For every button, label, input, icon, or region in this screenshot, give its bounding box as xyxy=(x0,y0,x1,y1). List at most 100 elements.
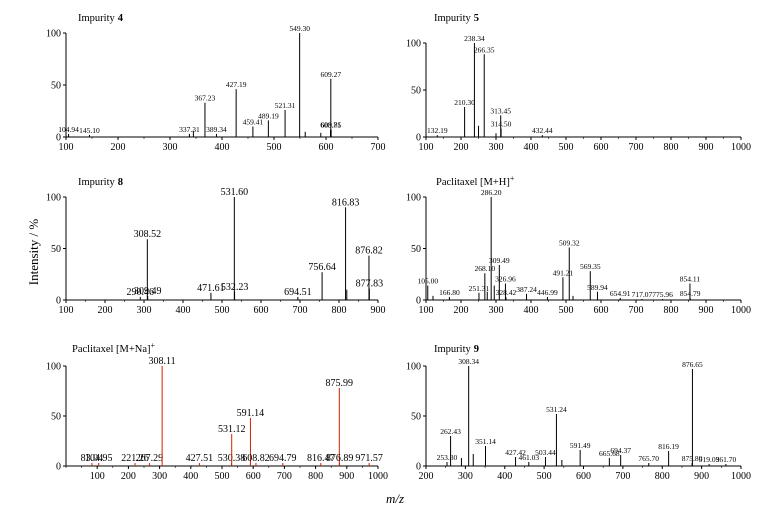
x-tick-label: 500 xyxy=(215,471,230,482)
x-tick-label: 900 xyxy=(339,471,354,482)
peak-label: 308.11 xyxy=(149,356,176,367)
y-tick-label: 0 xyxy=(56,296,61,307)
x-tick-label: 100 xyxy=(59,305,74,316)
peak-label: 694.37 xyxy=(610,446,631,455)
x-tick-label: 300 xyxy=(137,305,152,316)
peak-label: 569.35 xyxy=(580,262,601,271)
peak-label: 262.43 xyxy=(440,427,461,436)
peak-label: 309.49 xyxy=(489,256,510,265)
y-tick-label: 50 xyxy=(51,81,61,92)
x-tick-label: 200 xyxy=(454,305,469,316)
peak-label: 105.00 xyxy=(417,277,438,286)
peak-label: 971.57 xyxy=(355,453,383,464)
peak-label: 775.96 xyxy=(652,290,673,299)
panel-title-tag: + xyxy=(510,174,515,183)
peak-label: 531.60 xyxy=(221,187,249,198)
x-tick-label: 700 xyxy=(629,142,644,153)
peak-label: 919.03 xyxy=(699,455,720,464)
x-tick-label: 900 xyxy=(371,305,386,316)
peak-label: 309.49 xyxy=(134,286,162,297)
peak-label: 816.47 xyxy=(307,453,335,464)
panel-title-name: Paclitaxel [M+H] xyxy=(436,177,510,188)
panel-title: Impurity 5 xyxy=(434,13,479,24)
x-tick-label: 400 xyxy=(176,305,191,316)
x-tick-label: 300 xyxy=(458,471,473,482)
peak-label: 427.51 xyxy=(186,453,214,464)
panel-title-tag: + xyxy=(151,341,156,350)
peak-label: 104.94 xyxy=(58,125,79,134)
y-tick-label: 50 xyxy=(411,86,421,97)
x-tick-label: 600 xyxy=(246,471,261,482)
x-tick-label: 800 xyxy=(308,471,323,482)
panel-title-name: Impurity xyxy=(434,13,471,24)
peak-label: 608.82 xyxy=(242,453,270,464)
peak-label: 427.42 xyxy=(505,448,526,457)
peak-label: 491.21 xyxy=(553,268,574,277)
peak-label: 654.91 xyxy=(610,289,631,298)
peak-label: 471.61 xyxy=(197,283,225,294)
x-tick-label: 200 xyxy=(111,142,126,153)
panel-title: Impurity 8 xyxy=(78,177,123,188)
peak-label: 756.64 xyxy=(308,262,336,273)
x-tick-label: 500 xyxy=(215,305,230,316)
peak-label: 961.70 xyxy=(716,455,737,464)
peak-label: 326.96 xyxy=(495,275,516,284)
x-tick-label: 800 xyxy=(332,305,347,316)
y-tick-label: 50 xyxy=(411,244,421,255)
peak-label: 337.31 xyxy=(179,125,200,134)
x-tick-label: 300 xyxy=(163,142,178,153)
y-tick-label: 0 xyxy=(416,133,421,144)
peak-label: 286.20 xyxy=(481,188,502,197)
peak-label: 308.52 xyxy=(134,229,162,240)
x-tick-label: 200 xyxy=(98,305,113,316)
peak-label: 427.19 xyxy=(226,80,247,89)
peak-label: 210.30 xyxy=(454,98,475,107)
peak-label: 253.30 xyxy=(437,453,458,462)
peak-label: 132.19 xyxy=(427,126,448,135)
x-tick-label: 1000 xyxy=(731,305,751,316)
peak-label: 503.44 xyxy=(535,448,556,457)
x-tick-label: 200 xyxy=(121,471,136,482)
peak-label: 694.79 xyxy=(269,453,297,464)
peak-label: 432.44 xyxy=(532,126,553,135)
peak-label: 145.10 xyxy=(79,126,100,135)
peak-label: 104.95 xyxy=(85,453,113,464)
x-tick-label: 600 xyxy=(594,305,609,316)
x-axis-title: m/z xyxy=(386,491,404,506)
x-tick-label: 900 xyxy=(694,471,709,482)
panel-title: Impurity 9 xyxy=(434,344,479,355)
peak-label: 875.99 xyxy=(326,378,354,389)
panel-title-tag: 9 xyxy=(474,344,479,355)
peak-label: 387.24 xyxy=(516,285,537,294)
peak-label: 459.41 xyxy=(243,118,264,127)
spectrum-panel: Impurity 9 200 300 400 500 600 700 800 900 1000 0 50… xyxy=(406,344,751,482)
peak-label: 389.34 xyxy=(206,125,227,134)
y-tick-label: 100 xyxy=(406,39,421,50)
peak-label: 238.34 xyxy=(464,34,485,43)
x-tick-label: 1000 xyxy=(731,471,751,482)
x-tick-label: 100 xyxy=(90,471,105,482)
x-tick-label: 400 xyxy=(183,471,198,482)
y-tick-label: 50 xyxy=(411,412,421,423)
x-tick-label: 800 xyxy=(655,471,670,482)
x-tick-label: 700 xyxy=(293,305,308,316)
panel-title-name: Impurity xyxy=(434,344,471,355)
peak-label: 591.14 xyxy=(237,408,265,419)
peak-label: 314.50 xyxy=(491,120,512,129)
x-tick-label: 500 xyxy=(537,471,552,482)
peak-label: 251.31 xyxy=(469,284,490,293)
peak-label: 489.19 xyxy=(258,111,279,120)
x-tick-label: 200 xyxy=(419,471,434,482)
spectrum-panel: Impurity 4 100 200 300 400 500 600 700 0 50 100 104.… xyxy=(46,13,386,153)
peak-label: 609.27 xyxy=(321,70,342,79)
y-tick-label: 50 xyxy=(51,244,61,255)
peak-label: 446.99 xyxy=(537,288,558,297)
x-tick-label: 500 xyxy=(267,142,282,153)
peak-label: 268.10 xyxy=(475,264,496,273)
peak-label: 877.83 xyxy=(356,279,384,290)
peak-label: 531.24 xyxy=(546,405,567,414)
x-tick-label: 600 xyxy=(319,142,334,153)
x-tick-label: 600 xyxy=(594,142,609,153)
